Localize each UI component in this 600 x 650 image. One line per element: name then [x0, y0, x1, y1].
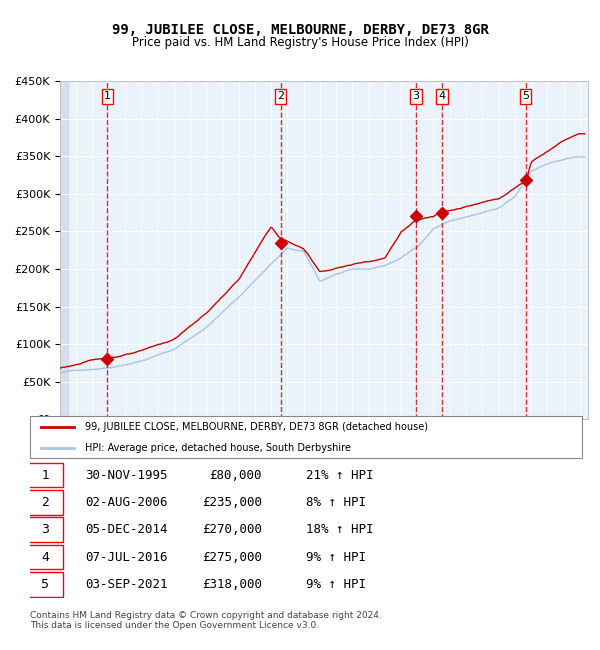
Text: 3: 3 — [413, 92, 419, 101]
Text: HPI: Average price, detached house, South Derbyshire: HPI: Average price, detached house, Sout… — [85, 443, 351, 452]
FancyBboxPatch shape — [27, 572, 63, 597]
Text: 3: 3 — [41, 523, 49, 536]
Text: 5: 5 — [41, 578, 49, 591]
Text: 99, JUBILEE CLOSE, MELBOURNE, DERBY, DE73 8GR (detached house): 99, JUBILEE CLOSE, MELBOURNE, DERBY, DE7… — [85, 422, 428, 432]
Text: 2: 2 — [41, 496, 49, 509]
Text: 9% ↑ HPI: 9% ↑ HPI — [306, 578, 366, 591]
FancyBboxPatch shape — [27, 490, 63, 515]
Text: 07-JUL-2016: 07-JUL-2016 — [85, 551, 168, 564]
Text: 4: 4 — [41, 551, 49, 564]
Text: Contains HM Land Registry data © Crown copyright and database right 2024.
This d: Contains HM Land Registry data © Crown c… — [30, 611, 382, 630]
FancyBboxPatch shape — [27, 517, 63, 542]
Text: £275,000: £275,000 — [202, 551, 262, 564]
Text: 9% ↑ HPI: 9% ↑ HPI — [306, 551, 366, 564]
Text: 2: 2 — [277, 92, 284, 101]
Text: 1: 1 — [104, 92, 111, 101]
Text: £235,000: £235,000 — [202, 496, 262, 509]
Text: 4: 4 — [438, 92, 445, 101]
Text: 30-NOV-1995: 30-NOV-1995 — [85, 469, 168, 482]
FancyBboxPatch shape — [27, 545, 63, 569]
Text: Price paid vs. HM Land Registry's House Price Index (HPI): Price paid vs. HM Land Registry's House … — [131, 36, 469, 49]
Text: 05-DEC-2014: 05-DEC-2014 — [85, 523, 168, 536]
Text: £270,000: £270,000 — [202, 523, 262, 536]
Text: 18% ↑ HPI: 18% ↑ HPI — [306, 523, 373, 536]
Text: 8% ↑ HPI: 8% ↑ HPI — [306, 496, 366, 509]
Text: £318,000: £318,000 — [202, 578, 262, 591]
FancyBboxPatch shape — [27, 463, 63, 488]
Text: 1: 1 — [41, 469, 49, 482]
Text: £80,000: £80,000 — [209, 469, 262, 482]
FancyBboxPatch shape — [30, 416, 582, 458]
Bar — [60, 81, 68, 419]
Text: 5: 5 — [522, 92, 529, 101]
Text: 99, JUBILEE CLOSE, MELBOURNE, DERBY, DE73 8GR: 99, JUBILEE CLOSE, MELBOURNE, DERBY, DE7… — [112, 23, 488, 37]
Text: 02-AUG-2006: 02-AUG-2006 — [85, 496, 168, 509]
Text: 21% ↑ HPI: 21% ↑ HPI — [306, 469, 373, 482]
Text: 03-SEP-2021: 03-SEP-2021 — [85, 578, 168, 591]
